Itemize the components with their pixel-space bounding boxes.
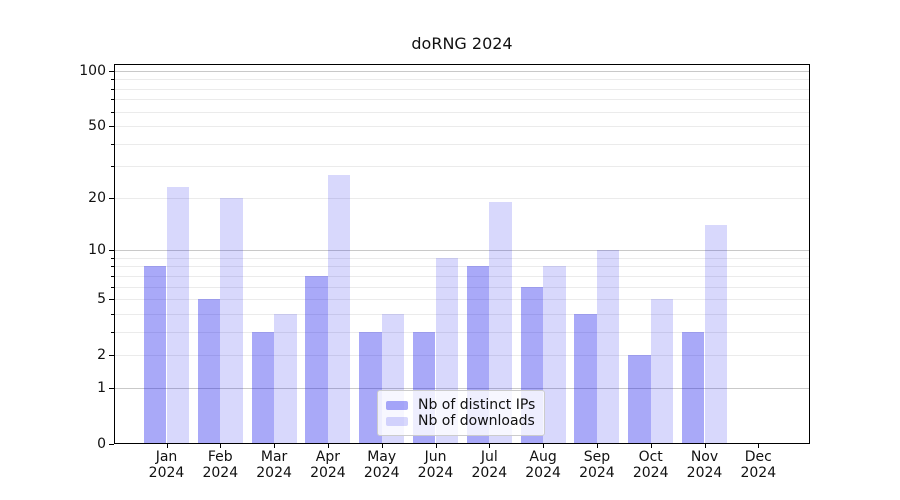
bar-distinct-ips-apr <box>305 275 328 443</box>
x-tick <box>650 444 652 448</box>
bar-distinct-ips-oct <box>628 355 651 443</box>
y-gridline-minor <box>115 166 809 168</box>
x-tick-label-apr: Apr 2024 <box>310 449 346 481</box>
x-tick-label-feb: Feb 2024 <box>202 449 239 481</box>
y-gridline-minor <box>115 355 809 357</box>
y-tick-minor <box>111 143 114 145</box>
y-gridline-minor <box>115 266 809 268</box>
x-tick-label-nov: Nov 2024 <box>686 449 723 481</box>
y-gridline-minor <box>115 88 809 90</box>
x-tick-label-aug: Aug 2024 <box>525 449 561 481</box>
x-tick <box>758 444 760 448</box>
y-gridline-major <box>115 250 809 252</box>
y-gridline-minor <box>115 99 809 101</box>
y-tick <box>109 387 114 389</box>
y-gridline-minor <box>115 143 809 145</box>
y-tick-label: 1 <box>97 379 106 396</box>
bar-downloads-mar <box>274 313 297 443</box>
y-tick-label: 20 <box>88 189 106 206</box>
x-tick <box>543 444 545 448</box>
x-tick <box>327 444 329 448</box>
y-tick-minor <box>111 111 114 113</box>
x-tick <box>489 444 491 448</box>
y-gridline-major <box>115 70 809 72</box>
y-gridline-minor <box>115 299 809 301</box>
y-gridline-minor <box>115 286 809 288</box>
legend: Nb of distinct IPs Nb of downloads <box>377 390 545 436</box>
bar-downloads-aug <box>543 266 566 443</box>
x-tick <box>166 444 168 448</box>
y-tick-label: 100 <box>79 62 106 79</box>
bar-downloads-jul <box>489 201 512 443</box>
y-tick-minor <box>111 257 114 259</box>
x-tick <box>596 444 598 448</box>
legend-item-downloads: Nb of downloads <box>385 413 544 429</box>
x-tick-label-dec: Dec 2024 <box>740 449 777 481</box>
y-tick <box>109 355 114 357</box>
y-gridline-minor <box>115 313 809 315</box>
x-tick-label-may: May 2024 <box>363 449 400 481</box>
bar-distinct-ips-sep <box>574 313 597 443</box>
bar-downloads-sep <box>596 250 620 443</box>
y-gridline-minor <box>115 79 809 81</box>
y-tick-label: 5 <box>97 291 106 308</box>
y-tick <box>109 299 114 301</box>
y-tick <box>109 250 114 252</box>
y-tick <box>109 70 114 72</box>
y-tick <box>109 126 114 128</box>
x-tick-label-jul: Jul 2024 <box>471 449 508 481</box>
y-tick-minor <box>111 275 114 277</box>
y-tick-label: 0 <box>97 436 106 452</box>
y-gridline-minor <box>115 126 809 128</box>
bar-distinct-ips-may <box>359 331 382 443</box>
y-gridline-minor <box>115 331 809 333</box>
y-tick-minor <box>111 266 114 268</box>
x-tick-label-oct: Oct 2024 <box>632 449 669 481</box>
bar-downloads-feb <box>220 197 243 443</box>
y-tick-minor <box>111 88 114 90</box>
bar-downloads-nov <box>704 225 728 443</box>
y-tick-minor <box>111 286 114 288</box>
legend-swatch-distinct-ips <box>386 400 408 410</box>
y-tick-label: 10 <box>88 242 106 259</box>
y-tick-label: 2 <box>97 347 106 364</box>
bar-distinct-ips-feb <box>197 299 221 443</box>
x-tick-label-jan: Jan 2024 <box>148 449 185 481</box>
legend-label-distinct-ips: Nb of distinct IPs <box>418 397 536 413</box>
bar-distinct-ips-jan <box>143 266 167 443</box>
plot-area <box>114 64 810 444</box>
legend-swatch-downloads <box>386 416 408 426</box>
x-tick-label-sep: Sep 2024 <box>579 449 615 481</box>
y-tick-minor <box>111 313 114 315</box>
y-gridline-major <box>115 387 809 389</box>
y-gridline-minor <box>115 257 809 259</box>
y-tick-minor <box>111 331 114 333</box>
x-tick <box>274 444 276 448</box>
bar-distinct-ips-nov <box>681 331 705 443</box>
y-gridline-minor <box>115 197 809 199</box>
y-gridline-minor <box>115 275 809 277</box>
bar-downloads-apr <box>327 174 351 443</box>
y-gridline-minor <box>115 111 809 113</box>
y-tick-label: 50 <box>88 118 106 135</box>
x-tick <box>381 444 383 448</box>
x-tick <box>704 444 706 448</box>
y-tick-minor <box>111 99 114 101</box>
chart-title: doRNG 2024 <box>411 34 513 53</box>
bar-downloads-oct <box>650 299 674 443</box>
legend-item-distinct-ips: Nb of distinct IPs <box>385 397 544 413</box>
bar-distinct-ips-mar <box>251 331 275 443</box>
x-tick <box>220 444 222 448</box>
y-tick-minor <box>111 166 114 168</box>
x-tick <box>435 444 437 448</box>
x-tick-label-jun: Jun 2024 <box>417 449 454 481</box>
y-tick-minor <box>111 79 114 81</box>
x-tick-label-mar: Mar 2024 <box>256 449 292 481</box>
y-tick <box>109 197 114 199</box>
legend-label-downloads: Nb of downloads <box>418 413 535 429</box>
bar-downloads-jan <box>166 187 190 443</box>
y-tick <box>109 444 114 445</box>
